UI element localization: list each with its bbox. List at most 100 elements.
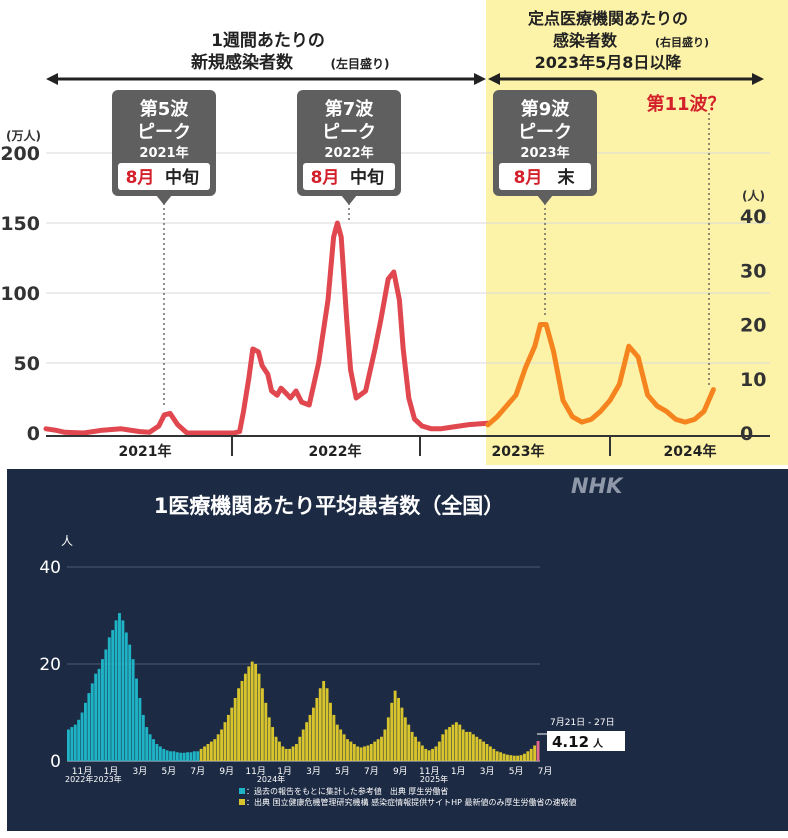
latest-date: 7月21日 - 27日: [550, 717, 615, 728]
reference-bar: [128, 644, 132, 761]
reference-bar: [111, 630, 115, 761]
main-bar: [291, 746, 295, 761]
header-right-date: 2023年5月8日以降: [535, 53, 683, 72]
wave9-period: 末: [558, 167, 576, 188]
x-label-2023: 2023年: [492, 443, 545, 460]
bottom-y-tick-label: 40: [39, 558, 61, 578]
left-tick-label: 150: [0, 213, 40, 235]
main-bar: [386, 717, 390, 761]
bottom-x-tick-label: 7月: [190, 766, 205, 777]
wave7-period: 中旬: [350, 167, 384, 188]
main-bar: [512, 755, 516, 761]
main-bar: [267, 717, 271, 761]
main-bar: [264, 702, 268, 761]
main-bar: [260, 688, 264, 761]
main-bar: [437, 741, 441, 761]
right-tick-label: 30: [740, 260, 766, 282]
main-bar: [220, 729, 224, 761]
x-label-2024: 2024年: [664, 443, 717, 460]
wave11-label: 第11波？: [646, 93, 725, 115]
main-bar: [356, 746, 360, 761]
main-bar: [206, 744, 210, 761]
main-bar: [271, 727, 275, 761]
sentinel-cases-line: [485, 322, 716, 428]
left-tick-label: 200: [0, 143, 40, 165]
main-bar: [366, 745, 370, 761]
main-bar: [478, 739, 482, 761]
main-bar: [318, 688, 322, 761]
main-bar: [247, 666, 251, 761]
latest-bar: [536, 741, 540, 761]
reference-bar: [169, 751, 172, 761]
main-bar: [383, 729, 387, 761]
right-axis-unit: (人): [742, 188, 765, 203]
wave5-title: 第5波: [140, 98, 190, 120]
reference-bar: [87, 693, 91, 761]
bottom-x-tick-label: 1月: [277, 766, 292, 777]
left-tick-label: 100: [0, 283, 40, 305]
reference-bar: [165, 750, 169, 761]
main-bar: [414, 736, 417, 761]
reference-bar: [189, 752, 193, 761]
main-bar: [400, 707, 404, 761]
main-bar: [363, 746, 366, 761]
wave7-year: 2022年: [324, 145, 373, 161]
bottom-x-ticks: 11月 1月 3月 5月 7月 9月 11月 1月 3月 5月 7月 9月 11月 1月 3月 5月 7月: [72, 766, 553, 777]
reference-bar: [114, 620, 118, 761]
bottom-x-tick-label: 3月: [480, 766, 495, 777]
reference-bar: [172, 751, 176, 761]
bottom-x-tick-label: 11月: [72, 766, 92, 777]
bottom-x-tick-label: 11月: [419, 766, 439, 777]
reference-bar: [175, 752, 179, 761]
reference-bar: [141, 714, 145, 761]
reference-bar: [148, 734, 152, 761]
main-bar: [420, 745, 424, 761]
main-bar: [505, 754, 509, 761]
main-bar: [424, 748, 428, 762]
right-arrowhead: [752, 73, 764, 85]
reference-bar: [121, 620, 125, 761]
legend-main-text: ：出典 国立健康危機管理研究機構 感染症情報提供サイトHP 最新値のみ厚生労働省…: [246, 797, 576, 807]
main-bar: [233, 697, 237, 761]
main-bar: [284, 748, 288, 762]
main-bar: [471, 734, 475, 761]
main-bar: [257, 673, 261, 761]
reference-bar: [138, 697, 142, 761]
main-bar: [216, 734, 220, 761]
wave7-month: 8月: [311, 168, 340, 188]
wave5-peak: ピーク: [137, 122, 191, 143]
x-label-2021: 2021年: [119, 443, 172, 460]
main-bar: [226, 714, 230, 761]
reference-bar: [107, 637, 111, 761]
reference-bar: [70, 727, 74, 761]
chart-header: 1週間あたりの 新規感染者数 (左目盛り) 定点医療機関あたりの 感染者数 (右…: [46, 9, 764, 85]
infection-trend-chart: 1週間あたりの 新規感染者数 (左目盛り) 定点医療機関あたりの 感染者数 (右…: [0, 0, 788, 465]
main-bar: [417, 741, 421, 761]
main-bar: [509, 755, 513, 761]
bottom-chart-background: [7, 469, 788, 831]
latest-unit: 人: [593, 737, 604, 750]
bottom-x-tick-label: 5月: [509, 766, 524, 777]
main-bar: [516, 755, 520, 761]
year-label-2025: 2025年: [420, 774, 448, 784]
reference-bar: [182, 752, 186, 761]
main-bar: [475, 736, 479, 761]
right-tick-label: 10: [740, 369, 766, 391]
left-axis-unit: (万人): [6, 128, 41, 143]
wave5-callout: 第5波 ピーク 2021年 8月 中旬: [112, 90, 216, 205]
reference-bar: [118, 613, 121, 761]
bottom-x-tick-label: 5月: [335, 766, 350, 777]
reference-bar: [186, 752, 189, 761]
main-bar: [397, 697, 400, 761]
wave9-month: 8月: [514, 168, 543, 188]
header-right-axis-note: (右目盛り): [655, 35, 709, 49]
bottom-y-tick-label: 20: [39, 655, 61, 675]
main-bar: [312, 707, 315, 761]
reference-bar: [196, 751, 200, 761]
left-arrowhead: [46, 73, 58, 85]
main-bar: [209, 741, 213, 761]
right-tick-label: 20: [740, 315, 766, 337]
main-bar: [390, 702, 394, 761]
x-label-2022: 2022年: [309, 443, 362, 460]
wave7-title: 第7波: [325, 98, 375, 120]
